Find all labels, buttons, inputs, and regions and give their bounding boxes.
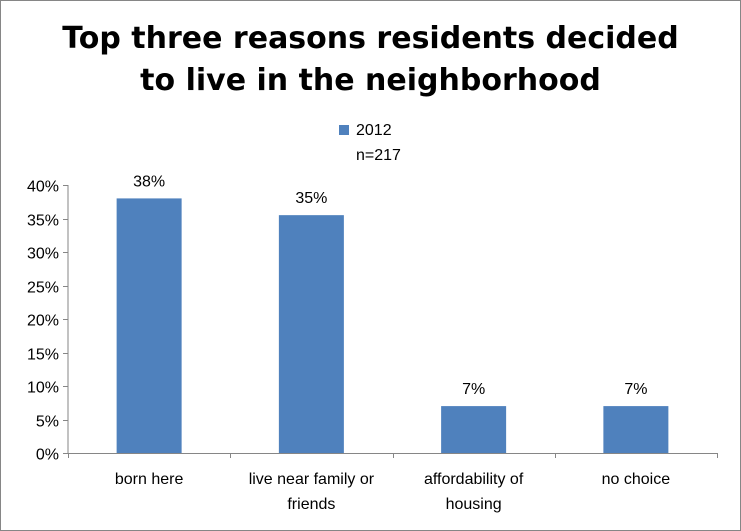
y-tick-label: 30%	[27, 246, 59, 263]
y-tick-label: 25%	[27, 280, 59, 297]
bar-data-label: 7%	[462, 381, 485, 398]
chart-title-line-1: Top three reasons residents decided	[62, 21, 679, 56]
x-tick-label: born here	[115, 471, 184, 488]
y-tick-label: 20%	[27, 313, 59, 330]
bars: 38% 35% 7% 7%	[116, 173, 669, 453]
y-tick-label: 40%	[27, 179, 59, 196]
bar	[441, 406, 507, 453]
y-tick-label: 35%	[27, 213, 59, 230]
bar-data-label: 35%	[295, 190, 327, 207]
chart-title-line-2: to live in the neighborhood	[140, 63, 601, 98]
x-tick-label: affordability of	[424, 471, 524, 488]
bar-data-label: 7%	[624, 381, 647, 398]
y-tick-label: 5%	[36, 414, 59, 431]
y-tick-label: 15%	[27, 347, 59, 364]
x-tick-label: friends	[287, 496, 335, 513]
bar	[278, 215, 344, 453]
x-tick-label: housing	[446, 496, 502, 513]
x-tick-label: no choice	[602, 471, 671, 488]
y-tick-label: 0%	[36, 447, 59, 464]
bar	[116, 198, 182, 453]
bar	[603, 406, 669, 453]
legend-label-2012: 2012	[356, 122, 392, 139]
x-axis: born here live near family or friends affor…	[68, 453, 718, 513]
chart-title: Top three reasons residents decided to l…	[0, 18, 741, 102]
bar-data-label: 38%	[133, 173, 165, 190]
legend-sample-size: n=217	[356, 147, 401, 164]
y-axis: 0% 5% 10% 15% 20% 25% 30% 35% 40%	[27, 179, 69, 464]
x-tick-label: live near family or	[249, 471, 375, 488]
y-tick-label: 10%	[27, 380, 59, 397]
legend-swatch-2012	[339, 125, 349, 135]
